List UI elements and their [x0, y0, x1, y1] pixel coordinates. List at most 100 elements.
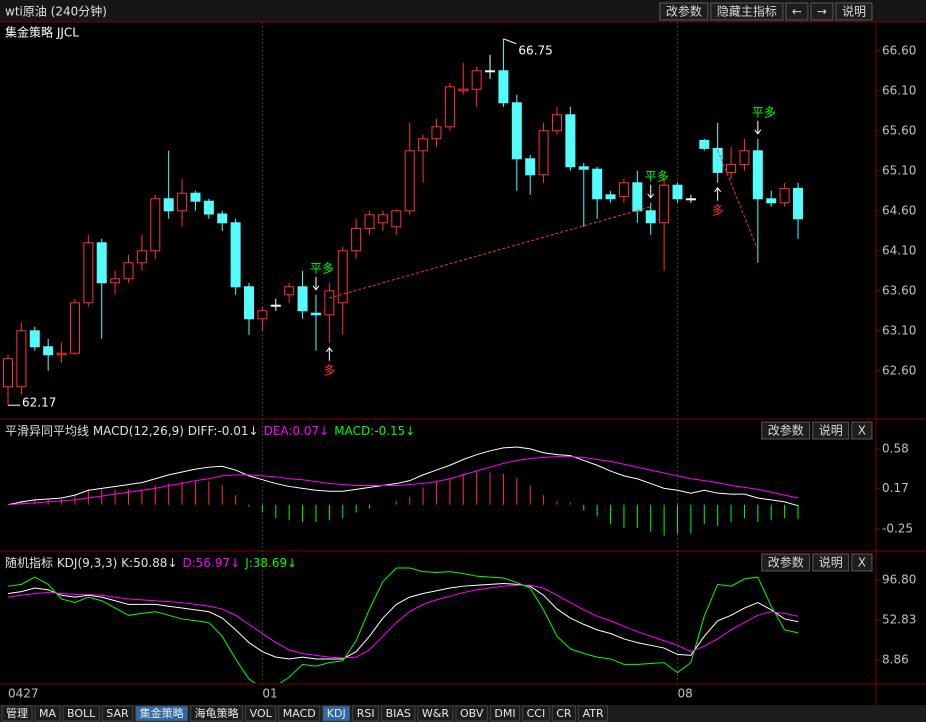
button-label[interactable]: 说明 [819, 423, 843, 438]
button-frame[interactable] [851, 421, 873, 440]
tab[interactable]: 集金策略 [135, 705, 189, 722]
button-frame[interactable] [812, 421, 850, 440]
tab[interactable]: BOLL [62, 705, 100, 722]
tab[interactable]: KDJ [322, 705, 351, 722]
tab-label[interactable]: ATR [583, 707, 604, 720]
tab-frame[interactable] [455, 705, 488, 722]
tab-frame[interactable] [101, 705, 134, 722]
button[interactable]: 说明 [835, 2, 873, 21]
tab-frame[interactable] [489, 705, 521, 722]
button-label[interactable]: 改参数 [768, 555, 804, 570]
tab[interactable]: OBV [455, 705, 488, 722]
button[interactable]: 改参数 [761, 421, 811, 440]
tab-frame[interactable] [1, 705, 33, 722]
button-label[interactable]: 隐藏主指标 [717, 4, 777, 19]
tab-label[interactable]: BOLL [67, 707, 96, 720]
tab-frame[interactable] [578, 705, 609, 722]
tab[interactable]: 海龟策略 [190, 705, 244, 722]
x-tick-label: 08 [678, 687, 693, 701]
button[interactable]: 改参数 [761, 553, 811, 572]
tab-frame[interactable] [278, 705, 321, 722]
tab-frame[interactable] [190, 705, 244, 722]
candle-body [793, 187, 804, 220]
button-label[interactable]: ← [792, 5, 802, 19]
button-frame[interactable] [835, 2, 873, 21]
button-frame[interactable] [812, 553, 850, 572]
candle-body [324, 290, 335, 316]
button-frame[interactable] [851, 553, 873, 572]
tab-label[interactable]: 海龟策略 [195, 706, 239, 720]
tab-label[interactable]: 集金策略 [140, 706, 184, 720]
button[interactable]: X [851, 553, 873, 572]
button-label[interactable]: X [858, 424, 866, 438]
signal-arrow [312, 276, 320, 291]
button-frame[interactable] [785, 2, 809, 21]
tab[interactable]: MACD [278, 705, 321, 722]
tab-frame[interactable] [352, 705, 380, 722]
button[interactable]: 改参数 [659, 2, 709, 21]
tab[interactable]: BIAS [381, 705, 416, 722]
y-tick-label: 64.60 [882, 203, 916, 217]
candle-body [538, 130, 549, 176]
button-label[interactable]: 改参数 [666, 4, 702, 19]
tab-frame[interactable] [62, 705, 100, 722]
button-frame[interactable] [810, 2, 834, 21]
tab[interactable]: 管理 [1, 705, 33, 722]
button[interactable]: 隐藏主指标 [710, 2, 784, 21]
tab-label[interactable]: 管理 [6, 706, 28, 720]
tab-label[interactable]: KDJ [327, 707, 346, 720]
tab-frame[interactable] [135, 705, 189, 722]
tab-frame[interactable] [417, 705, 454, 722]
tab[interactable]: CR [551, 705, 577, 722]
pane [7, 446, 799, 536]
button-frame[interactable] [761, 421, 811, 440]
candle-body [659, 184, 670, 224]
button-frame[interactable] [761, 553, 811, 572]
tab-label[interactable]: DMI [494, 707, 515, 720]
header-item: DEA:0.07↓ [264, 424, 330, 438]
candle-body [404, 150, 415, 212]
tab-label[interactable]: VOL [250, 707, 273, 720]
tab[interactable]: MA [34, 705, 61, 722]
button-frame[interactable] [659, 2, 709, 21]
tab-frame[interactable] [551, 705, 577, 722]
tab[interactable]: W&R [417, 705, 454, 722]
tab-label[interactable]: W&R [422, 707, 449, 720]
tab-label[interactable]: OBV [460, 707, 484, 720]
tab[interactable]: SAR [101, 705, 134, 722]
tab-frame[interactable] [522, 705, 550, 722]
tab[interactable]: RSI [352, 705, 380, 722]
candle-body [699, 139, 710, 149]
tab[interactable]: CCI [522, 705, 550, 722]
tab-label[interactable]: CR [556, 707, 572, 720]
tab-frame[interactable] [34, 705, 61, 722]
button[interactable]: X [851, 421, 873, 440]
button[interactable]: → [810, 2, 834, 21]
header-item: J:38.69↓ [244, 556, 297, 570]
tab-label[interactable]: SAR [106, 707, 129, 720]
tab-label[interactable]: MA [39, 707, 56, 720]
tab-label[interactable]: CCI [527, 707, 546, 720]
button[interactable]: 说明 [812, 553, 850, 572]
tab-frame[interactable] [322, 705, 351, 722]
button-label[interactable]: 说明 [842, 4, 866, 19]
button-label[interactable]: → [817, 5, 827, 19]
button-frame[interactable] [710, 2, 784, 21]
tab[interactable]: DMI [489, 705, 521, 722]
button[interactable]: ← [785, 2, 809, 21]
signal-label: 多 [712, 203, 724, 217]
button[interactable]: 说明 [812, 421, 850, 440]
candle-body [431, 126, 442, 140]
tab[interactable]: VOL [245, 705, 277, 722]
tab-frame[interactable] [381, 705, 416, 722]
tab-label[interactable]: RSI [357, 707, 375, 720]
button-label[interactable]: 说明 [819, 555, 843, 570]
y-tick-label: 96.80 [882, 573, 916, 587]
button-label[interactable]: X [858, 556, 866, 570]
tab-frame[interactable] [245, 705, 277, 722]
y-tick-label: 0.58 [882, 441, 909, 455]
tab[interactable]: ATR [578, 705, 609, 722]
tab-label[interactable]: BIAS [386, 707, 411, 720]
tab-label[interactable]: MACD [283, 707, 316, 720]
button-label[interactable]: 改参数 [768, 423, 804, 438]
